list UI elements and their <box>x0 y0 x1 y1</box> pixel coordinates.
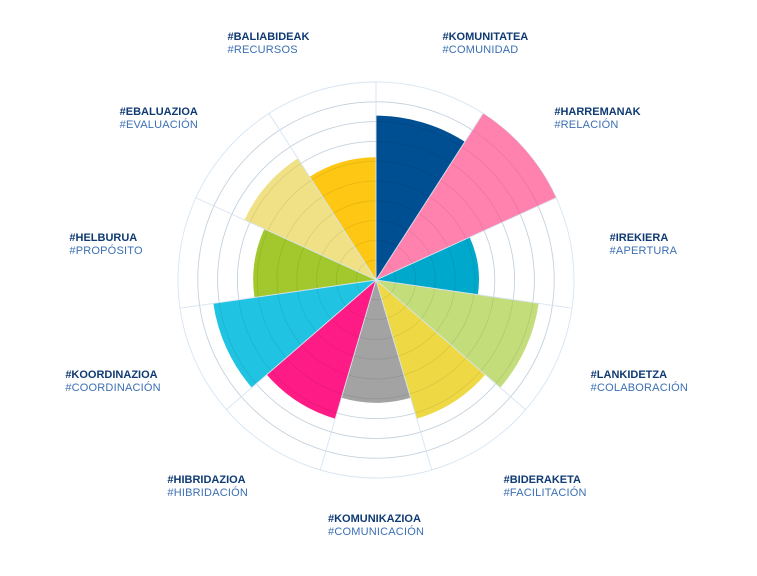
label-spanish: #EVALUACIÓN <box>119 118 199 131</box>
category-label: #IREKIERA #APERTURA <box>610 232 678 258</box>
sector-irekiera <box>376 237 479 295</box>
category-label: #HIBRIDAZIOA #HIBRIDACIÓN <box>167 474 248 500</box>
category-label: #KOORDINAZIOA #COORDINACIÓN <box>65 369 161 395</box>
sector-harremanak <box>376 113 557 281</box>
label-basque: #KOMUNIKAZIOA <box>328 513 421 525</box>
grid-spoke <box>226 279 377 411</box>
label-spanish: #RELACIÓN <box>554 118 619 131</box>
label-spanish: #APERTURA <box>609 244 678 257</box>
sector-komunitatea <box>376 115 465 280</box>
sector-komunikazioa <box>341 280 411 403</box>
label-basque: #BALIABIDEAK <box>227 30 310 43</box>
data-sectors <box>213 113 557 419</box>
sector-hibridazioa <box>266 280 376 419</box>
category-label: #KOMUNIKAZIOA #COMUNICACIÓN <box>328 513 424 539</box>
label-basque: #EBALUAZIOA <box>119 105 198 118</box>
grid-spoke <box>375 197 557 281</box>
category-label: #BALIABIDEAK #RECURSOS <box>228 31 310 57</box>
sector-helburua <box>253 229 376 298</box>
label-basque: #KOORDINAZIOA <box>65 369 158 382</box>
category-label: #LANKIDETZA #COLABORACIÓN <box>591 369 688 395</box>
label-spanish: #COMUNIDAD <box>442 43 519 56</box>
label-basque: #HARREMANAK <box>554 105 641 118</box>
sector-koordinazioa <box>213 280 376 388</box>
label-spanish: #HIBRIDACIÓN <box>167 486 249 499</box>
category-label: #EBALUAZIOA #EVALUACIÓN <box>120 106 198 132</box>
category-label: #HARREMANAK #RELACIÓN <box>554 106 640 132</box>
label-basque: #LANKIDETZA <box>590 369 668 382</box>
sector-lankidetza <box>376 280 539 388</box>
label-basque: #HELBURUA <box>69 231 138 244</box>
label-basque: #KOMUNITATEA <box>442 30 529 43</box>
label-spanish: #RECURSOS <box>227 43 298 56</box>
grid-spoke <box>179 279 377 309</box>
label-spanish: #FACILITACIÓN <box>503 486 587 499</box>
category-label: #BIDERAKETA #FACILITACIÓN <box>504 474 587 500</box>
grid-overlay <box>179 82 573 471</box>
sector-baliabideak <box>309 157 376 280</box>
label-basque: #IREKIERA <box>609 231 669 244</box>
category-label: #HELBURUA #PROPÓSITO <box>69 232 142 258</box>
grid-spoke <box>195 197 377 281</box>
grid-spoke <box>375 279 526 411</box>
label-spanish: #COLABORACIÓN <box>590 382 689 395</box>
sector-ebaluazioa <box>244 158 376 280</box>
label-spanish: #COMUNICACIÓN <box>328 526 425 538</box>
grid-spoke <box>375 279 573 309</box>
category-label: #KOMUNITATEA #COMUNIDAD <box>442 31 528 57</box>
grid-spoke <box>268 113 377 281</box>
grid-spoke <box>319 279 377 471</box>
grid-spoke <box>375 113 484 281</box>
grid-spoke <box>375 279 433 471</box>
sector-bideraketa <box>376 280 486 419</box>
label-spanish: #COORDINACIÓN <box>65 382 161 395</box>
label-spanish: #PROPÓSITO <box>69 244 143 257</box>
label-basque: #HIBRIDAZIOA <box>167 473 246 486</box>
label-basque: #BIDERAKETA <box>503 473 581 486</box>
